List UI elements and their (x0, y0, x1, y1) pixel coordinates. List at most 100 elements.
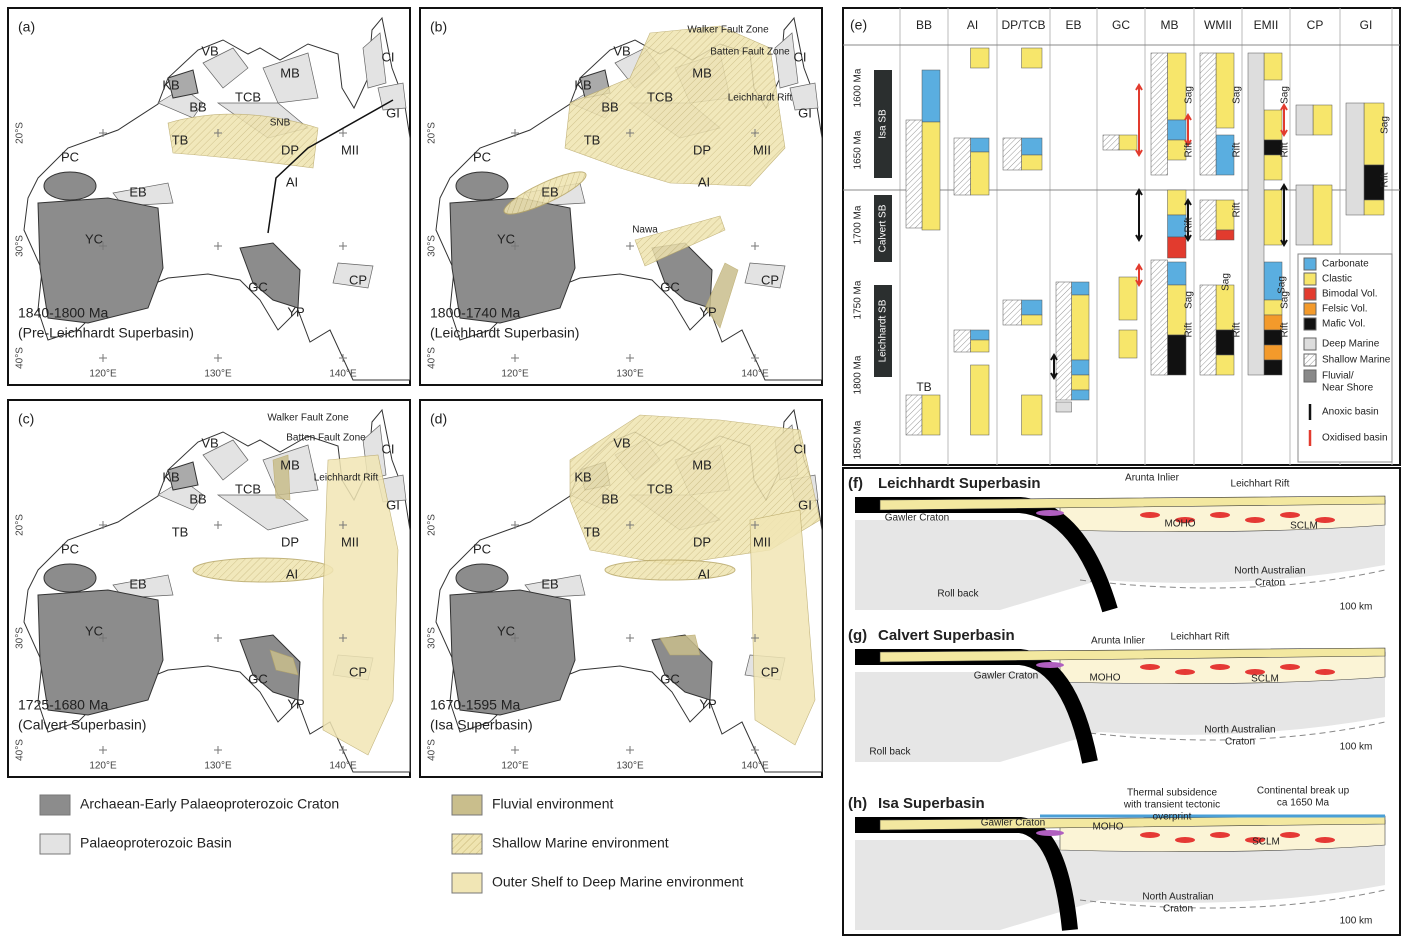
legend-swatch (452, 834, 482, 854)
column-note: Rift (1380, 172, 1391, 187)
column-header: EB (1065, 18, 1081, 32)
region-label: CP (761, 664, 779, 679)
legend-label: Mafic Vol. (1322, 319, 1365, 330)
longitude-label: 130°E (616, 369, 644, 380)
region-label: CP (349, 664, 367, 679)
superbasin-name: (Calvert Superbasin) (18, 717, 146, 733)
latitude-label: 30°S (427, 627, 438, 649)
region-label: EB (129, 576, 146, 591)
section-text: North Australian (1234, 566, 1305, 577)
strat-bar (1022, 315, 1043, 325)
magma-body (1280, 664, 1300, 670)
column-note: Rift (1280, 322, 1291, 337)
strat-bar (1119, 330, 1137, 358)
column-note: Rift (1232, 322, 1243, 337)
column-header: GI (1360, 18, 1373, 32)
strat-bar (1119, 135, 1137, 150)
region-label: TB (172, 524, 189, 539)
annotation: Batten Fault Zone (710, 47, 790, 58)
section-text: SCLM (1252, 837, 1280, 848)
strat-bar (1003, 138, 1022, 170)
strat-bar (1072, 390, 1090, 400)
section-text: MOHO (1089, 673, 1120, 684)
region-label: TB (584, 132, 601, 147)
column-note: Sag (1184, 86, 1195, 104)
strat-bar (1072, 282, 1090, 295)
strat-bar (1364, 200, 1384, 215)
magma-body (1175, 669, 1195, 675)
map-panel: 120°E130°E140°E20°S30°S40°SVBKBMBCIBBTCB… (420, 400, 822, 777)
column-header: EMII (1254, 18, 1279, 32)
strat-bar (1168, 335, 1187, 375)
longitude-label: 140°E (329, 369, 357, 380)
superbasin-name: (Pre-Leichhardt Superbasin) (18, 325, 194, 341)
depositional-area (605, 560, 735, 580)
craton (44, 172, 96, 200)
section-text: ca 1650 Ma (1277, 798, 1330, 809)
strat-bar (1200, 53, 1216, 175)
region-label: CI (382, 49, 395, 64)
region-label: MII (341, 142, 359, 157)
column-note: Rift (1280, 142, 1291, 157)
region-label: KB (574, 469, 591, 484)
region-label: YP (699, 304, 716, 319)
strat-bar (1151, 53, 1168, 175)
region-label: YP (699, 696, 716, 711)
strat-bar (1248, 53, 1264, 375)
volcanic-body (1036, 510, 1064, 516)
region-label: GC (248, 279, 268, 294)
region-label: DP (693, 142, 711, 157)
region-label: MB (280, 457, 300, 472)
region-label: TB (584, 524, 601, 539)
region-label: MII (753, 534, 771, 549)
region-label: TCB (647, 481, 673, 496)
longitude-label: 120°E (89, 369, 117, 380)
column-header: DP/TCB (1001, 18, 1045, 32)
longitude-label: 130°E (616, 761, 644, 772)
period: 1800-1740 Ma (430, 305, 521, 321)
strat-bar (906, 395, 922, 435)
region-label: TB (172, 132, 189, 147)
legend-swatch (1304, 370, 1316, 382)
legend-label: Deep Marine (1322, 339, 1380, 350)
region-label: GC (660, 279, 680, 294)
section-text: Gawler Craton (974, 671, 1038, 682)
strat-bar (1264, 190, 1282, 245)
column-note: Rift (1184, 217, 1195, 232)
region-label: AI (698, 566, 710, 581)
magma-body (1315, 517, 1335, 523)
section-text: 100 km (1340, 602, 1373, 613)
section-text: with transient tectonic (1123, 800, 1220, 811)
superbasin-label: Isa SB (878, 109, 889, 139)
legend-label: Anoxic basin (1322, 407, 1379, 418)
magma-body (1175, 837, 1195, 843)
region-label: YP (287, 696, 304, 711)
latitude-label: 40°S (15, 739, 26, 761)
legend-label: Fluvial/ (1322, 371, 1354, 382)
strat-bar (1264, 110, 1282, 140)
strat-bar (971, 48, 990, 68)
depositional-area (193, 558, 333, 582)
legend-swatch (1304, 318, 1316, 330)
strat-bar (1168, 262, 1187, 285)
region-label: PC (473, 149, 491, 164)
region-label: CP (349, 272, 367, 287)
age-label: 1600 Ma (853, 68, 864, 107)
region-label: MB (692, 65, 712, 80)
strat-bar (1200, 200, 1216, 240)
figure: 120°E130°E140°E20°S30°S40°SVBKBMBCIBBTCB… (0, 0, 1405, 940)
strat-bar (954, 330, 971, 352)
panel-label: (d) (430, 411, 447, 427)
column-header: AI (967, 18, 978, 32)
age-label: 1750 Ma (853, 280, 864, 319)
panel-label: (e) (850, 17, 867, 33)
annotation: Batten Fault Zone (286, 433, 366, 444)
magma-body (1280, 832, 1300, 838)
annotation: Nawa (632, 225, 658, 236)
column-note: Sag (1380, 116, 1391, 134)
region-label: VB (201, 435, 218, 450)
strat-bar (1103, 135, 1119, 150)
section-text: Leichhart Rift (1171, 632, 1230, 643)
craton (44, 564, 96, 592)
